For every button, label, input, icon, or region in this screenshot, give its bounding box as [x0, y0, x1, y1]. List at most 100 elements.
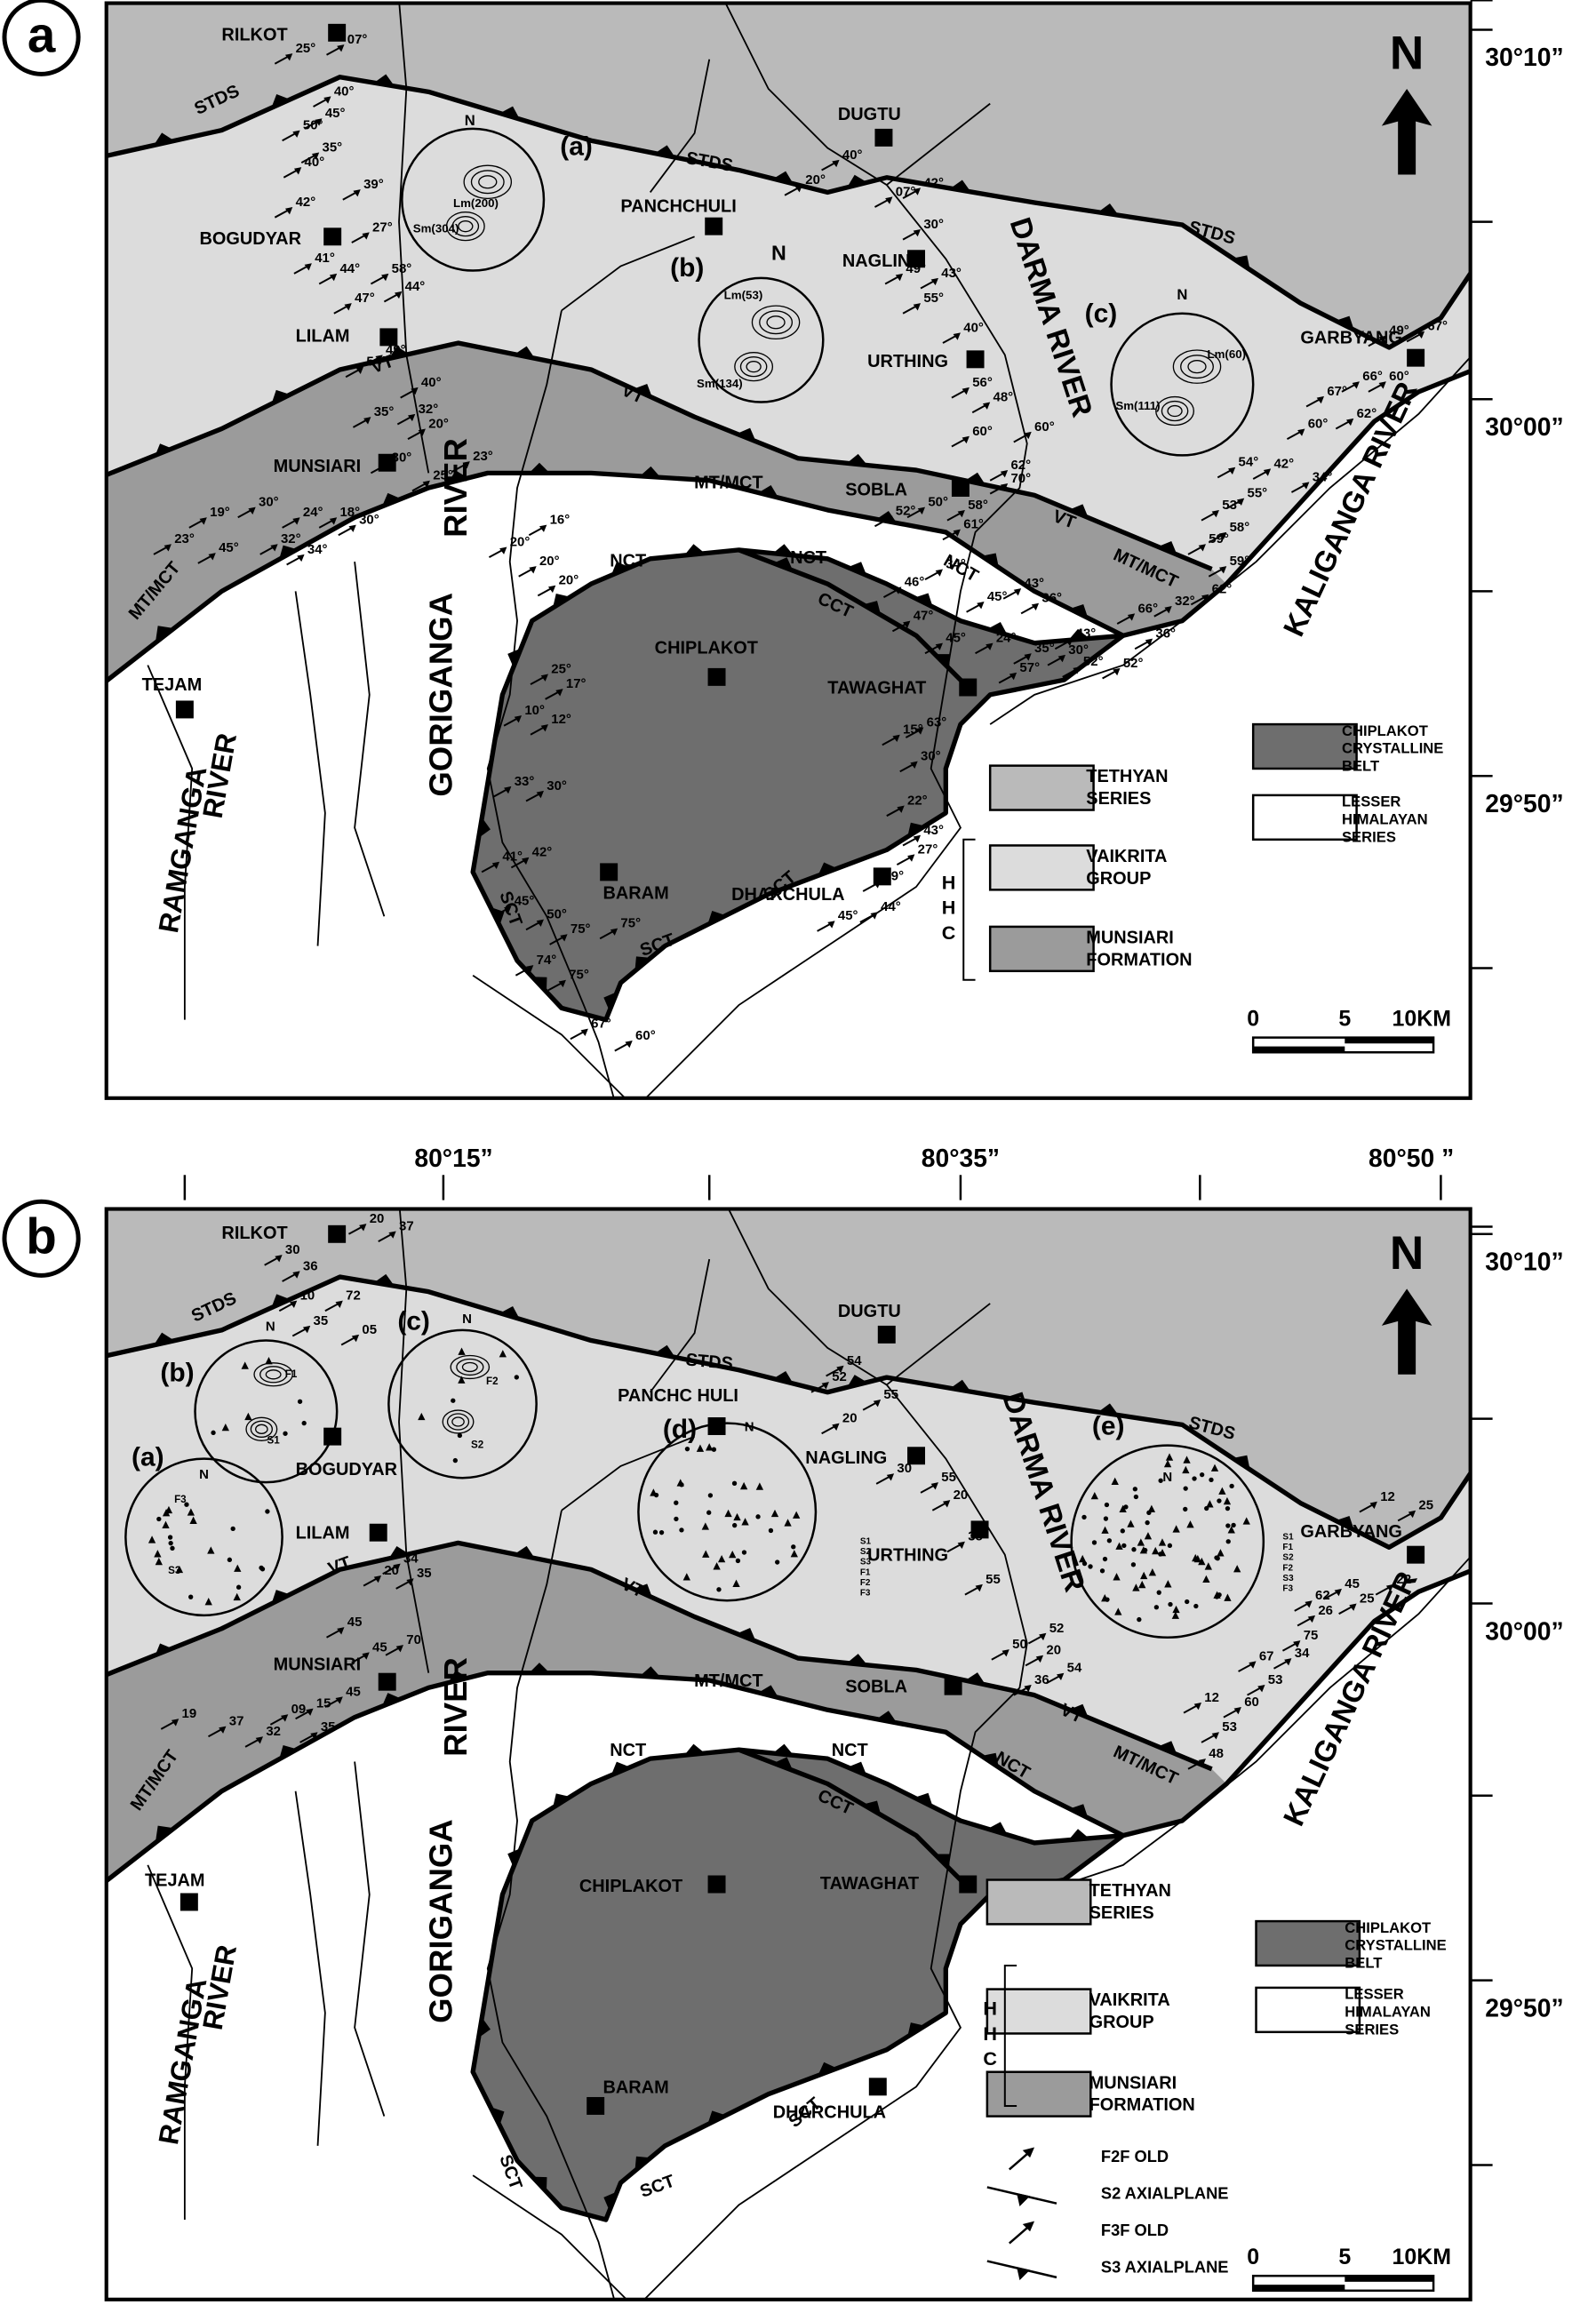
dip-value: 44° [881, 899, 901, 914]
thrust-tooth [381, 1693, 402, 1707]
legend-text: BELT [1345, 1955, 1382, 1972]
dip-arrowhead [315, 118, 323, 126]
legend-text: VAIKRITA [1086, 847, 1167, 866]
place-marker [959, 1875, 978, 1894]
dip-arrowhead [1009, 672, 1017, 681]
dip-arrowhead [1211, 509, 1219, 518]
dip-arrowhead [870, 912, 878, 920]
dip-arrowhead [942, 1500, 951, 1508]
pole [1172, 1525, 1180, 1533]
pole [1224, 1593, 1232, 1601]
dip-arrowhead [1218, 531, 1227, 540]
dip-arrowhead [1345, 418, 1354, 427]
dip-arrowhead [388, 1231, 396, 1239]
pole [1079, 1554, 1087, 1563]
pole [1130, 1562, 1137, 1567]
north-label: N [1390, 27, 1424, 79]
dip-value: 70° [1010, 471, 1031, 486]
dip-value: 67 [1259, 1648, 1274, 1663]
stereonet-label: (a) [560, 132, 593, 161]
dip-value: 20 [842, 1411, 858, 1426]
dip-arrowhead [1263, 468, 1272, 476]
pole [755, 1482, 764, 1490]
dip-arrowhead [916, 727, 924, 735]
stereonet-label: Sm(111) [1115, 399, 1160, 412]
stereonet-label: (b) [670, 253, 704, 283]
legend-text: LESSER [1345, 1986, 1403, 2003]
thrust-tooth [684, 544, 706, 556]
pole [148, 1535, 156, 1543]
thrust-tooth [388, 346, 410, 359]
legend-text: LESSER [1342, 794, 1400, 810]
thrust-tooth [1069, 504, 1089, 518]
pole [1088, 1564, 1093, 1569]
pole [1114, 1607, 1122, 1615]
pole [1127, 1519, 1135, 1527]
pole [732, 1522, 738, 1528]
legend-swatch [986, 1878, 1092, 1926]
dip-value: 47° [914, 609, 934, 624]
stereonet-label: F3 [174, 1494, 187, 1505]
latitude-label: 29°50” [1485, 1993, 1563, 2022]
dip-value: 62° [1010, 458, 1031, 473]
legend-swatch [988, 764, 1095, 811]
place-name: MUNSIARI [274, 457, 362, 476]
pole [1115, 1542, 1123, 1550]
dip-arrowhead [418, 428, 426, 436]
contour [1180, 355, 1214, 379]
pole [658, 1529, 665, 1535]
stereonet-label: N [465, 112, 475, 129]
contour [478, 175, 498, 189]
thrust-tooth [1097, 1403, 1119, 1416]
pole [499, 1350, 507, 1358]
dip-value: 20 [954, 1487, 969, 1503]
stereonet-key: S2 [860, 1547, 872, 1557]
pole [1081, 1514, 1087, 1520]
thrust-tooth [876, 1711, 898, 1723]
stereonet-key: F1 [1282, 1543, 1293, 1552]
structure-label: MT/MCT [694, 1671, 763, 1691]
legend-text: MUNSIARI [1089, 2073, 1177, 2093]
dip-arrowhead [558, 979, 566, 988]
dip-arrowhead [1307, 1615, 1316, 1623]
dip-arrowhead [362, 232, 370, 240]
pole [1183, 1486, 1188, 1491]
contour [746, 360, 762, 373]
dip-value: 20° [510, 534, 531, 549]
dip-arrowhead [1201, 594, 1209, 602]
contour [1172, 349, 1222, 384]
place-marker [707, 1417, 726, 1435]
thrust-tooth [529, 1663, 550, 1673]
pole [1204, 1505, 1209, 1511]
contour [766, 315, 786, 330]
dip-value: 67° [1427, 319, 1448, 334]
dip-value: 60° [1389, 369, 1409, 384]
dip-value: 20° [428, 416, 449, 431]
legend-swatch [1255, 1986, 1361, 2034]
dip-arrowhead [1193, 1702, 1201, 1711]
pole [1119, 1504, 1127, 1513]
dip-arrowhead [422, 480, 430, 489]
thrust-tooth [373, 1273, 395, 1287]
dip-value: 20° [805, 172, 826, 187]
symbol-head [1017, 2193, 1031, 2207]
hhc-letter: H [983, 2022, 997, 2045]
place-name: URTHING [867, 352, 948, 371]
dip-arrowhead [903, 620, 911, 628]
dip-arrowhead [514, 715, 523, 723]
pole [1133, 1494, 1139, 1500]
symbol-head [1022, 2147, 1035, 2158]
pole [1158, 1538, 1167, 1546]
contour [265, 1369, 282, 1380]
dip-value: 45° [987, 589, 1008, 604]
place-marker [369, 1523, 387, 1542]
stereonet-label: (c) [397, 1306, 430, 1336]
thrust-tooth [950, 179, 971, 192]
dip-value: 59° [1230, 554, 1250, 569]
dip-arrowhead [610, 928, 618, 936]
stereonet-label: (d) [663, 1415, 697, 1444]
stereonet-key: F2 [1282, 1563, 1293, 1573]
thrust-tooth [981, 1752, 999, 1767]
dip-value: 07° [347, 32, 368, 47]
